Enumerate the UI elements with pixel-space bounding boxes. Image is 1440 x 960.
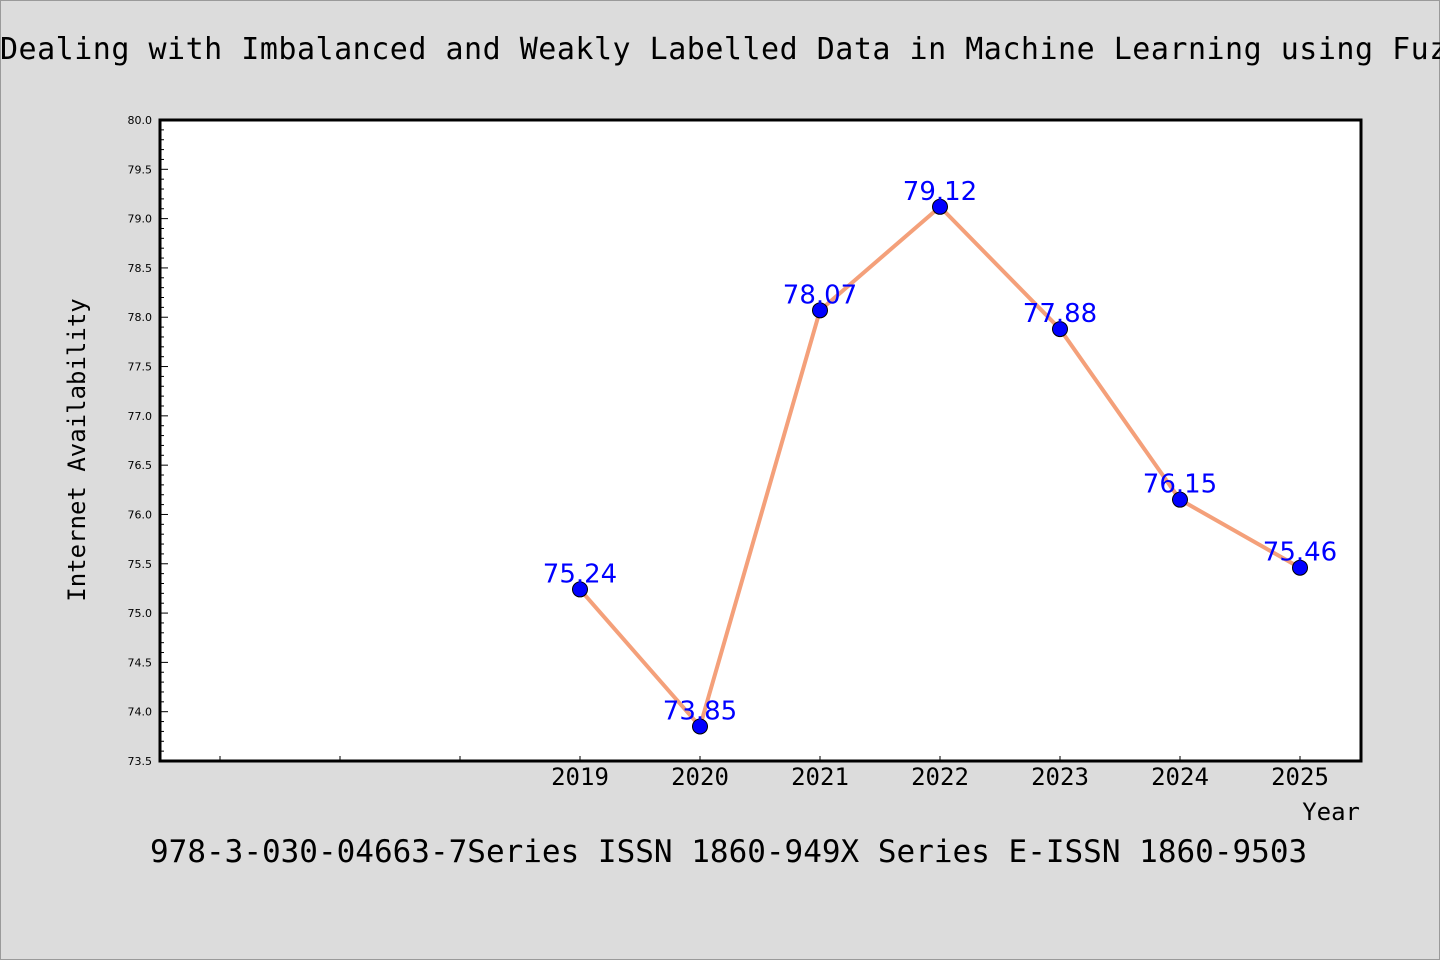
data-label: 76.15 xyxy=(1143,470,1217,500)
data-point xyxy=(1052,321,1068,338)
data-point xyxy=(1292,559,1308,576)
data-point xyxy=(692,718,708,735)
data-point xyxy=(1172,491,1188,508)
y-tick-label: 74.0 xyxy=(128,706,153,719)
y-tick-label: 75.5 xyxy=(128,558,153,571)
y-tick-label: 80.0 xyxy=(128,114,153,127)
y-tick-label: 77.0 xyxy=(128,410,153,423)
x-tick-label: 2021 xyxy=(791,763,849,791)
y-tick-label: 73.5 xyxy=(128,755,153,768)
chart-title: Dealing with Imbalanced and Weakly Label… xyxy=(0,32,1440,67)
x-axis-label: Year xyxy=(1302,798,1360,826)
y-tick-label: 79.5 xyxy=(128,163,153,176)
x-tick-label: 2022 xyxy=(911,763,969,791)
data-point xyxy=(572,581,588,598)
footer-note: 978-3-030-04663-7Series ISSN 1860-949X S… xyxy=(150,834,1308,870)
x-tick-label: 2025 xyxy=(1271,763,1329,791)
markers-group xyxy=(572,198,1308,735)
data-label: 78.07 xyxy=(783,280,857,310)
y-tick-label: 74.5 xyxy=(128,656,153,669)
x-axis: 2019 2020 2021 2022 2023 2024 2025 xyxy=(219,756,1329,791)
y-axis-label: Internet Availability xyxy=(63,298,91,601)
y-tick-label: 78.0 xyxy=(128,311,153,324)
y-tick-label: 76.5 xyxy=(128,459,153,472)
data-label: 73.85 xyxy=(663,696,737,726)
x-tick-label: 2019 xyxy=(551,763,609,791)
data-label: 77.88 xyxy=(1023,299,1097,329)
data-label: 75.46 xyxy=(1263,538,1337,568)
x-tick-label: 2023 xyxy=(1031,763,1089,791)
x-tick-label: 2024 xyxy=(1151,763,1209,791)
y-tick-label: 77.5 xyxy=(128,361,153,374)
data-label: 75.24 xyxy=(543,559,617,589)
data-label: 79.12 xyxy=(903,177,977,207)
y-tick-label: 78.5 xyxy=(128,262,153,275)
y-tick-label: 79.0 xyxy=(128,213,153,226)
y-axis: 73.5 74.0 74.5 75.0 75.5 76.0 76.5 77.0 77.5 78.0… xyxy=(128,114,168,768)
data-point xyxy=(812,302,828,319)
plot-area xyxy=(158,118,1363,763)
y-tick-label: 76.0 xyxy=(128,508,153,521)
y-tick-label: 75.0 xyxy=(128,607,153,620)
x-tick-label: 2020 xyxy=(671,763,729,791)
data-labels-group: 75.24 73.85 78.07 79.12 77.88 76.15 75.46 xyxy=(543,177,1337,727)
data-point xyxy=(932,198,948,215)
